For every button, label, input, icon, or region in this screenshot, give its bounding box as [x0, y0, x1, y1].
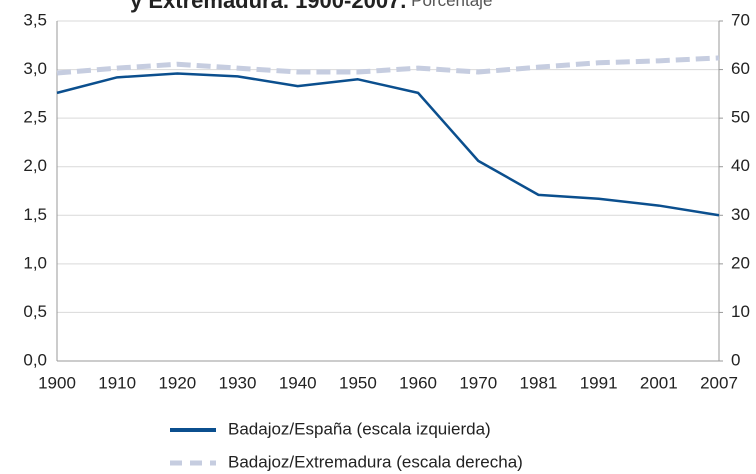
y2-tick-label: 30 — [731, 205, 750, 224]
y-tick-label: 1,5 — [23, 205, 47, 224]
x-tick-label: 1960 — [399, 373, 437, 392]
y-tick-label: 0,5 — [23, 302, 47, 321]
y-tick-label: 2,0 — [23, 156, 47, 175]
legend-label: Badajoz/España (escala izquierda) — [228, 419, 491, 438]
x-tick-label: 1920 — [158, 373, 196, 392]
legend-label: Badajoz/Extremadura (escala derecha) — [228, 452, 523, 471]
subtitle: Porcentaje — [411, 0, 492, 10]
x-tick-label: 2001 — [640, 373, 678, 392]
y-tick-label: 1,0 — [23, 253, 47, 272]
y-tick-label: 3,5 — [23, 10, 47, 29]
x-tick-label: 1940 — [279, 373, 317, 392]
series-line — [56, 72, 720, 217]
x-tick-label: 1991 — [580, 373, 618, 392]
y2-tick-label: 0 — [731, 350, 740, 369]
series-line — [56, 55, 720, 76]
y-tick-label: 0,0 — [23, 350, 47, 369]
x-tick-label: 1900 — [38, 373, 76, 392]
y2-tick-label: 70 — [731, 10, 750, 29]
x-tick-label: 1970 — [459, 373, 497, 392]
x-tick-label: 2007 — [700, 373, 738, 392]
y2-tick-label: 40 — [731, 156, 750, 175]
x-tick-label: 1930 — [219, 373, 257, 392]
x-tick-label: 1910 — [98, 373, 136, 392]
x-tick-label: 1981 — [520, 373, 558, 392]
y-tick-label: 3,0 — [23, 59, 47, 78]
y2-tick-label: 10 — [731, 302, 750, 321]
title: y Extremadura. 1900-2007. — [130, 0, 406, 13]
y2-tick-label: 50 — [731, 108, 750, 127]
y2-tick-label: 20 — [731, 253, 750, 272]
y-tick-label: 2,5 — [23, 108, 47, 127]
chart-title: y Extremadura. 1900-2007. Porcentaje — [130, 0, 492, 13]
y2-tick-label: 60 — [731, 59, 750, 78]
x-tick-label: 1950 — [339, 373, 377, 392]
